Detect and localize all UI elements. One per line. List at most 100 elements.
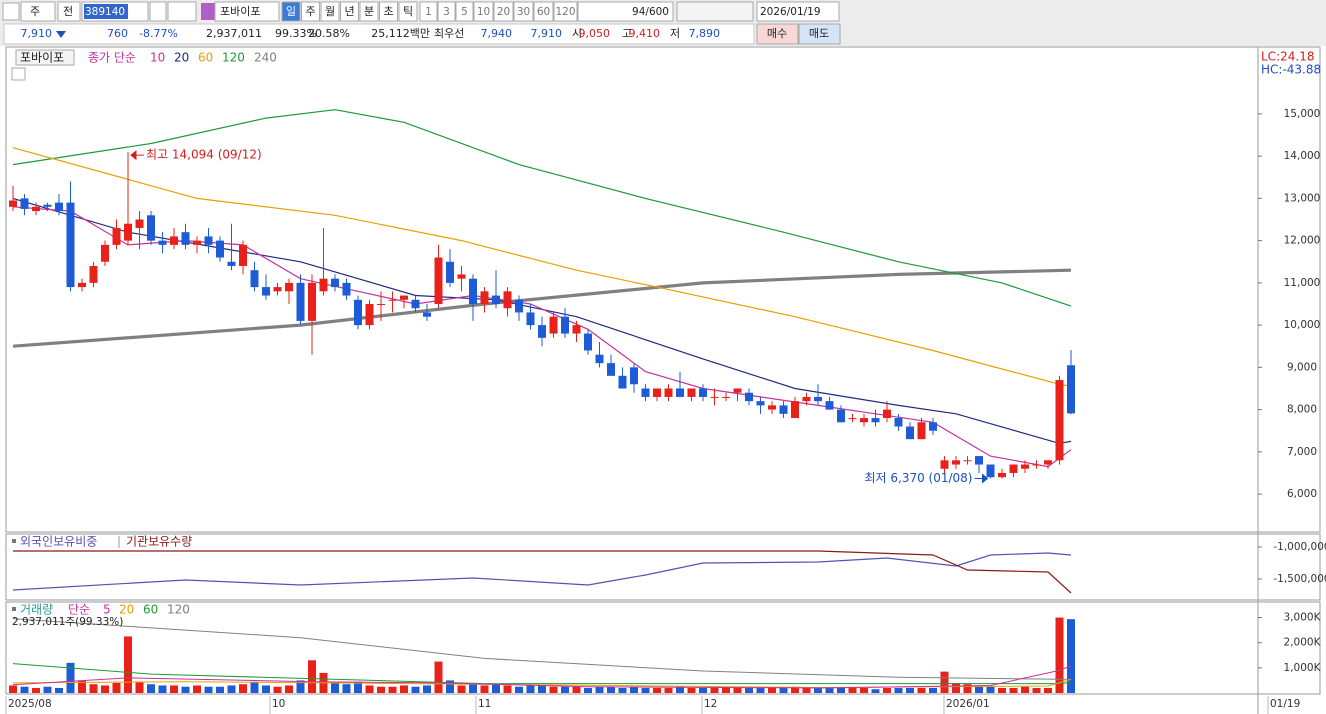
period-label: 일 (286, 4, 296, 18)
volume-bar (526, 685, 535, 693)
candle-body (43, 204, 52, 207)
interval-button[interactable] (455, 1, 474, 22)
period-label: 월 (325, 5, 335, 18)
interval-button[interactable] (533, 1, 554, 22)
candle-body (469, 278, 477, 304)
period-button[interactable] (340, 1, 359, 22)
interval-button[interactable] (437, 1, 456, 22)
volume-bar (273, 686, 282, 693)
prev-button[interactable] (57, 1, 81, 22)
legend-marker (12, 539, 16, 543)
interval-button[interactable] (419, 1, 438, 22)
candle-body (411, 299, 420, 309)
panel-frame (5, 533, 1321, 601)
candle-body (1032, 464, 1041, 466)
volume-bar (434, 661, 443, 693)
y-tick-label: 13,000 (1284, 192, 1321, 204)
open: 9,050 (579, 27, 611, 40)
candle-body (699, 388, 707, 397)
sell-button[interactable] (798, 23, 841, 45)
panel-frame (5, 601, 1321, 695)
interval-label: 120 (555, 6, 575, 18)
volume-bar (687, 687, 696, 693)
volume-bar (963, 684, 972, 693)
y-tick-label: 8,000 (1287, 404, 1317, 416)
candle-body (975, 456, 983, 465)
change: 760 (107, 27, 128, 40)
volume-bar (250, 681, 259, 693)
candle-body (515, 299, 523, 313)
ask: 7,940 (481, 27, 513, 40)
volume-legend-prefix: 단순 (68, 603, 90, 617)
candle-body (457, 274, 466, 279)
candle-body (377, 303, 385, 305)
candle-body (262, 287, 270, 296)
volume-bar (837, 687, 845, 693)
interval-button[interactable] (513, 1, 534, 22)
period-type-select[interactable] (20, 1, 56, 22)
candle-body (400, 295, 408, 300)
volume-bar (135, 681, 144, 693)
candle-body (480, 291, 489, 304)
volume-bar (423, 685, 431, 693)
period-label: 년 (344, 5, 354, 18)
stock-name-box[interactable] (214, 1, 280, 22)
volume-bar (89, 684, 98, 693)
x-tick-label: 2025/08 (8, 698, 52, 710)
period-button[interactable] (379, 1, 398, 22)
chart-icon[interactable] (2, 2, 20, 21)
volume-bar (710, 687, 719, 693)
volume-bar (549, 686, 558, 693)
candle-body (526, 312, 535, 326)
period-button[interactable] (320, 1, 340, 22)
legend-title: 포바이포 (20, 51, 64, 65)
interval-label: 1 (425, 6, 432, 18)
volume-bar (538, 685, 546, 693)
candle-body (1055, 380, 1064, 461)
candle-body (572, 325, 581, 334)
volume-bar (779, 687, 788, 693)
volume-bar (147, 684, 155, 693)
y-tick-label: 3,000K (1284, 612, 1322, 624)
volume-bar (480, 685, 489, 693)
sell-label: 매도 (809, 27, 829, 40)
tool-buttons[interactable] (676, 1, 754, 22)
candle-body (825, 401, 834, 410)
volume-bar (354, 681, 362, 693)
candle-body (423, 312, 431, 317)
sound-button[interactable] (167, 1, 197, 22)
volume-bar (929, 687, 937, 693)
volume-bar (1067, 619, 1075, 693)
y-tick-label: 11,000 (1284, 277, 1321, 289)
interval-button[interactable] (473, 1, 494, 22)
candle-body (124, 223, 132, 241)
volume-bar (342, 684, 351, 693)
legend-title-box (15, 49, 75, 66)
x-tick-label: 10 (272, 698, 285, 710)
volume-bar (768, 687, 776, 693)
volume-bar (814, 687, 822, 693)
period-button[interactable] (359, 1, 379, 22)
holding-line (13, 550, 1072, 594)
candle-body (618, 375, 627, 389)
search-button[interactable] (149, 1, 167, 22)
candle-body (285, 282, 293, 292)
interval-button[interactable] (553, 1, 578, 22)
period-button[interactable] (301, 1, 320, 22)
high-arrow (130, 150, 144, 161)
candle-body (860, 418, 868, 423)
chart-date: 2026/01/19 (760, 6, 821, 18)
stock-code: 389140 (85, 6, 125, 18)
interval-button[interactable] (493, 1, 514, 22)
volume-bar (630, 686, 638, 693)
period-button[interactable] (398, 1, 418, 22)
buy-button[interactable] (756, 23, 799, 45)
volume-bar (699, 687, 707, 693)
candle-body (204, 236, 213, 245)
candle-body (55, 202, 63, 212)
volume-bar (802, 687, 811, 693)
period-button[interactable] (281, 1, 301, 22)
date-box[interactable] (756, 1, 840, 22)
candle-body (607, 363, 615, 376)
volume-bar (1044, 687, 1052, 693)
